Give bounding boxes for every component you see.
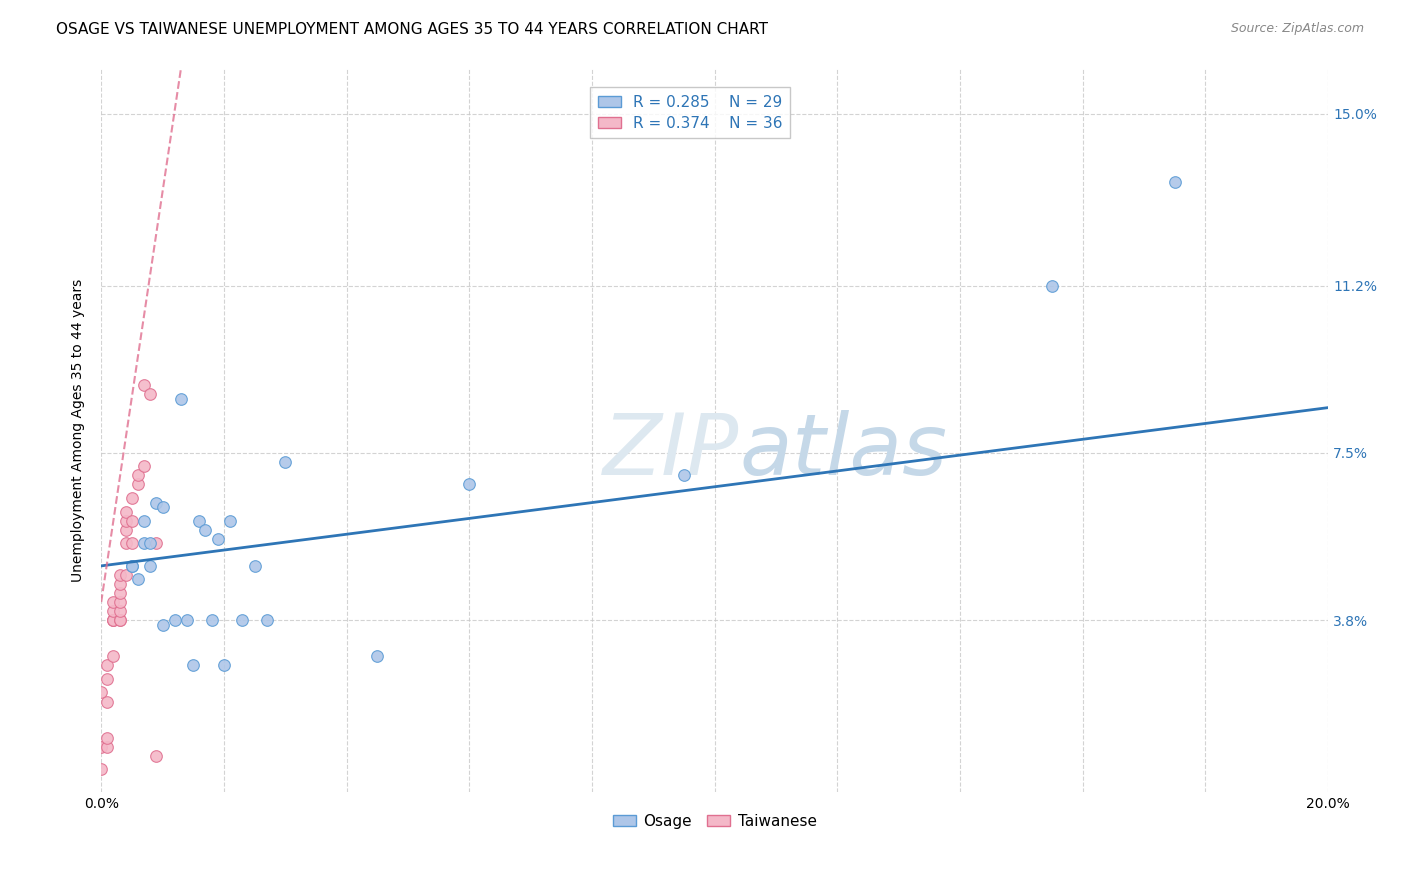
Text: OSAGE VS TAIWANESE UNEMPLOYMENT AMONG AGES 35 TO 44 YEARS CORRELATION CHART: OSAGE VS TAIWANESE UNEMPLOYMENT AMONG AG… (56, 22, 768, 37)
Point (139, 387, 162, 401)
Point (170, 392, 193, 406)
Legend: Osage, Taiwanese: Osage, Taiwanese (606, 808, 823, 835)
Point (176, 613, 198, 627)
Point (121, 558, 143, 573)
Text: atlas: atlas (740, 410, 948, 493)
Point (188, 514, 211, 528)
Point (145, 536, 167, 550)
Point (108, 613, 131, 627)
Point (121, 491, 143, 505)
Point (139, 536, 162, 550)
Point (152, 617, 174, 632)
Point (114, 523, 136, 537)
Point (90, 685, 112, 699)
Text: Source: ZipAtlas.com: Source: ZipAtlas.com (1230, 22, 1364, 36)
Point (256, 613, 278, 627)
Point (672, 468, 695, 483)
Point (114, 536, 136, 550)
Point (108, 604, 131, 618)
Point (96, 731, 118, 745)
Point (103, 649, 125, 664)
Point (103, 613, 125, 627)
Point (103, 604, 125, 618)
Point (145, 495, 167, 509)
Point (96, 658, 118, 673)
Point (103, 613, 125, 627)
Point (274, 455, 297, 469)
Point (139, 558, 162, 573)
Point (108, 577, 131, 591)
Point (96, 739, 118, 754)
Point (96, 672, 118, 686)
Point (134, 378, 156, 392)
Point (114, 514, 136, 528)
Point (134, 536, 156, 550)
Point (134, 514, 156, 528)
Point (121, 536, 143, 550)
Point (103, 595, 125, 609)
Point (108, 586, 131, 600)
Point (103, 613, 125, 627)
Point (114, 505, 136, 519)
Point (108, 595, 131, 609)
Point (219, 514, 242, 528)
Point (96, 694, 118, 708)
Point (181, 658, 204, 673)
Point (163, 613, 186, 627)
Point (212, 658, 235, 673)
Point (108, 568, 131, 582)
Y-axis label: Unemployment Among Ages 35 to 44 years: Unemployment Among Ages 35 to 44 years (72, 278, 86, 582)
Point (231, 613, 253, 627)
Point (134, 459, 156, 474)
Point (127, 468, 149, 483)
Point (194, 523, 217, 537)
Point (114, 568, 136, 582)
Point (458, 477, 481, 491)
Point (90, 739, 112, 754)
Point (90, 763, 112, 777)
Point (127, 573, 149, 587)
Point (152, 500, 174, 515)
Point (145, 748, 167, 763)
Point (201, 613, 224, 627)
Point (1164, 175, 1187, 189)
Point (366, 649, 388, 664)
Point (121, 558, 143, 573)
Text: ZIP: ZIP (603, 410, 740, 493)
Point (108, 613, 131, 627)
Point (127, 477, 149, 491)
Point (243, 558, 266, 573)
Point (121, 514, 143, 528)
Point (207, 532, 229, 546)
Point (1040, 278, 1063, 293)
